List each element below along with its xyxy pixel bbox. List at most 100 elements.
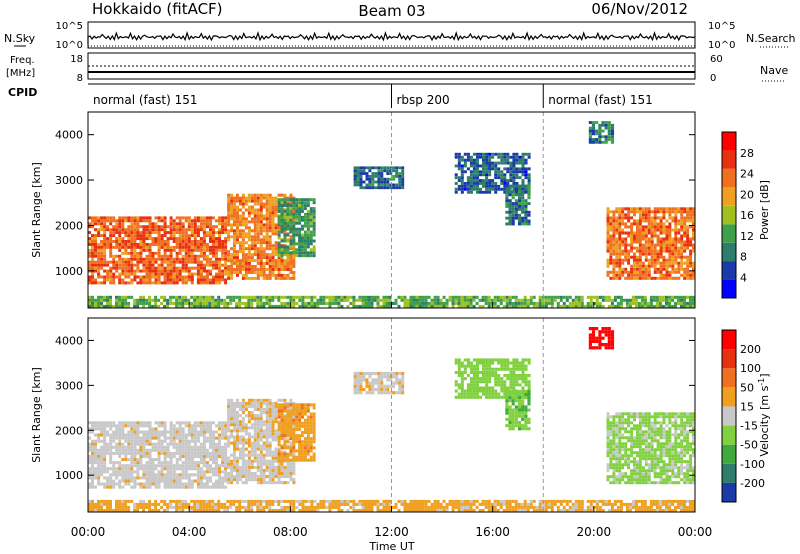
heatmap-cell — [166, 445, 170, 449]
heatmap-cell — [253, 435, 257, 439]
heatmap-cell — [227, 411, 231, 415]
heatmap-cell — [304, 233, 307, 237]
heatmap-cell — [106, 476, 110, 480]
heatmap-cell — [301, 446, 304, 450]
heatmap-cell — [524, 216, 528, 220]
heatmap-cell — [157, 281, 161, 285]
heatmap-cell — [367, 304, 371, 308]
heatmap-cell — [241, 462, 245, 466]
heatmap-cell — [106, 482, 110, 486]
heatmap-cell — [154, 237, 158, 241]
heatmap-cell — [469, 170, 473, 174]
heatmap-cell — [181, 243, 185, 246]
heatmap-cell — [301, 218, 304, 222]
heatmap-cell — [175, 421, 179, 425]
heatmap-cell — [295, 251, 299, 255]
heatmap-cell — [88, 445, 92, 449]
colorbar-tick-label: 8 — [740, 251, 747, 264]
heatmap-cell — [250, 450, 254, 454]
heatmap-cell — [286, 403, 290, 407]
heatmap-cell — [286, 409, 290, 413]
heatmap-cell — [166, 225, 170, 229]
heatmap-cell — [121, 433, 125, 437]
heatmap-cell — [130, 436, 134, 440]
heatmap-cell — [367, 295, 371, 299]
heatmap-cell — [103, 445, 107, 449]
heatmap-cell — [163, 272, 167, 276]
heatmap-cell — [618, 207, 622, 211]
heatmap-cell — [151, 257, 155, 261]
heatmap-cell — [503, 173, 507, 177]
heatmap-cell — [268, 462, 272, 466]
heatmap-cell — [250, 256, 254, 260]
heatmap-cell — [169, 482, 173, 486]
heatmap-cell — [430, 298, 434, 302]
heatmap-cell — [309, 198, 313, 202]
heatmap-cell — [524, 158, 528, 162]
heatmap-cell — [193, 430, 197, 434]
heatmap-cell — [292, 217, 296, 221]
heatmap-cell — [604, 298, 608, 302]
heatmap-cell — [118, 433, 122, 437]
heatmap-cell — [190, 304, 194, 308]
heatmap-cell — [130, 470, 134, 474]
heatmap-cell — [239, 472, 242, 476]
heatmap-cell — [187, 442, 191, 446]
heatmap-cell — [157, 476, 161, 480]
heatmap-cell — [230, 229, 234, 233]
heatmap-cell — [212, 245, 216, 249]
heatmap-cell — [184, 433, 188, 437]
heatmap-cell — [674, 216, 678, 220]
heatmap-cell — [430, 301, 434, 305]
heatmap-cell — [127, 216, 131, 220]
heatmap-cell — [256, 229, 260, 233]
heatmap-cell — [139, 482, 143, 486]
heatmap-cell — [368, 166, 372, 170]
heatmap-cell — [289, 235, 293, 239]
heatmap-cell — [306, 251, 310, 255]
heatmap-cell — [218, 260, 222, 264]
heatmap-cell — [268, 202, 272, 206]
heatmap-cell — [221, 433, 225, 437]
heatmap-cell — [283, 227, 287, 231]
heatmap-cell — [312, 201, 316, 205]
heatmap-cell — [239, 241, 242, 245]
heatmap-cell — [512, 176, 516, 180]
heatmap-cell — [127, 237, 131, 241]
heatmap-cell — [609, 210, 613, 214]
heatmap-cell — [644, 270, 648, 274]
heatmap-cell — [166, 430, 170, 434]
heatmap-cell — [454, 190, 458, 194]
heatmap-cell — [665, 243, 669, 247]
heatmap-cell — [353, 166, 357, 170]
heatmap-cell — [124, 458, 128, 462]
heatmap-cell — [268, 259, 272, 263]
heatmap-cell — [205, 427, 209, 431]
heatmap-cell — [142, 295, 146, 299]
y-tick-label: 4000 — [55, 129, 83, 142]
heatmap-cell — [124, 275, 128, 279]
heatmap-cell — [142, 430, 146, 434]
heatmap-cell — [223, 301, 227, 305]
heatmap-cell — [154, 476, 158, 480]
heatmap-cell — [280, 265, 284, 268]
heatmap-cell — [142, 421, 146, 425]
heatmap-cell — [224, 219, 228, 223]
heatmap-cell — [224, 260, 228, 264]
heatmap-cell — [280, 304, 284, 308]
heatmap-cell — [250, 447, 254, 451]
heatmap-cell — [368, 177, 372, 181]
heatmap-cell — [668, 213, 672, 217]
heatmap-cell — [163, 248, 167, 252]
heatmap-cell — [184, 439, 188, 443]
heatmap-cell — [659, 264, 663, 268]
heatmap-cell — [292, 431, 296, 435]
heatmap-cell — [295, 242, 299, 246]
heatmap-cell — [109, 301, 112, 305]
heatmap-cell — [385, 304, 389, 308]
heatmap-cell — [218, 473, 222, 477]
heatmap-cell — [292, 271, 296, 274]
heatmap-cell — [88, 455, 92, 459]
heatmap-cell — [609, 216, 613, 220]
heatmap-cell — [280, 427, 284, 431]
